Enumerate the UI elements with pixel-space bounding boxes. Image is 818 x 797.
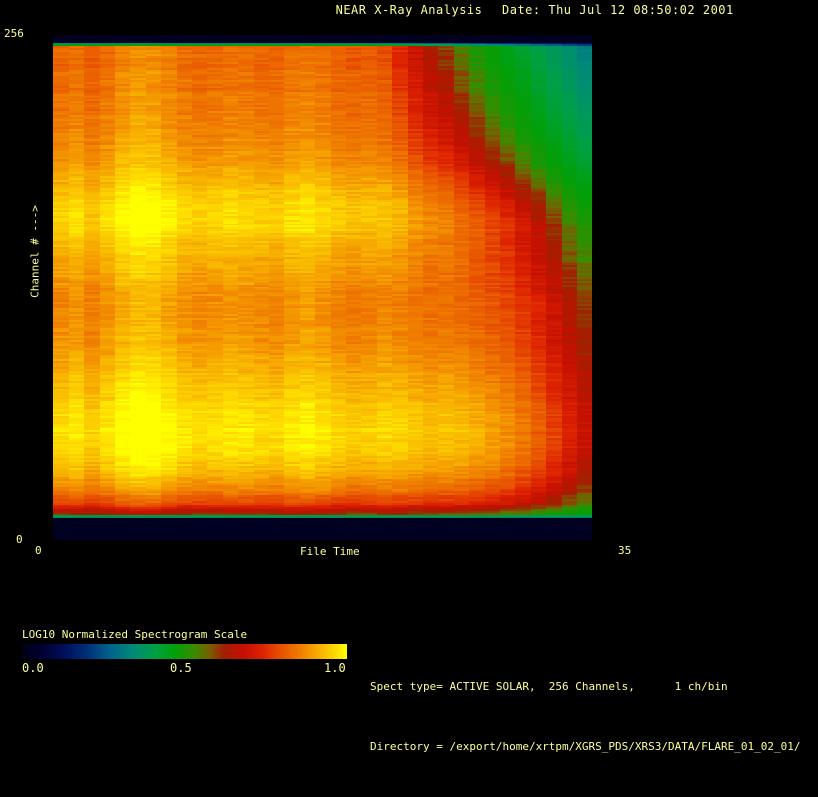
- directory-line: Directory = /export/home/xrtpm/XGRS_PDS/…: [370, 740, 801, 753]
- spect-type-line: Spect type= ACTIVE SOLAR, 256 Channels, …: [370, 680, 728, 693]
- info-block: Spect type= ACTIVE SOLAR, 256 Channels, …: [370, 637, 800, 797]
- colorbar-tick-max: 1.0: [324, 661, 346, 675]
- colorbar-tick-mid: 0.5: [170, 661, 192, 675]
- date-text: Date: Thu Jul 12 08:50:02 2001: [502, 3, 734, 17]
- near-xray-analysis-window: NEAR X-Ray Analysis Date: Thu Jul 12 08:…: [4, 3, 801, 753]
- colorbar-tick-min: 0.0: [22, 661, 44, 675]
- colorbar-block: LOG10 Normalized Spectrogram Scale 0.0 0…: [22, 628, 347, 679]
- colorbar-title: LOG10 Normalized Spectrogram Scale: [22, 628, 248, 641]
- spectrogram-canvas[interactable]: [53, 35, 592, 540]
- x-axis-title: File Time: [300, 545, 360, 558]
- spectrogram-plot-area[interactable]: [53, 35, 592, 540]
- y-axis-title: Channel # --->: [28, 205, 42, 298]
- y-axis-max-label: 256: [4, 27, 24, 40]
- y-axis-min-label: 0: [16, 533, 23, 546]
- colorbar-tick-labels: 0.0 0.5 1.0: [22, 661, 347, 679]
- x-axis-max-label: 35: [618, 544, 632, 557]
- x-axis-min-label: 0: [35, 544, 42, 557]
- colorbar-gradient: [22, 644, 347, 659]
